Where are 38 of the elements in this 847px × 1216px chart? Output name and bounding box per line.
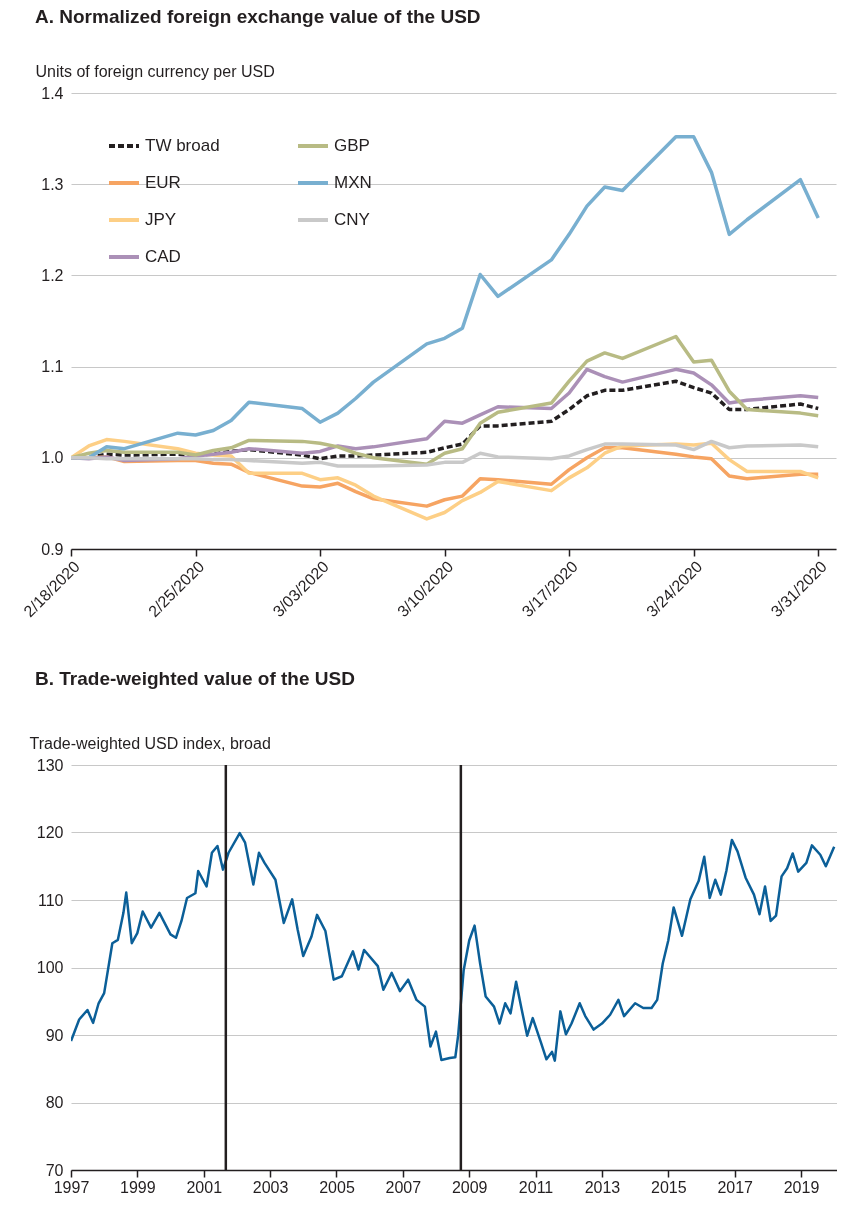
y-tick-label: 100	[36, 959, 64, 976]
x-tick-label: 2011	[518, 1178, 554, 1196]
y-tick-label: 110	[37, 891, 64, 909]
legend-label: EUR	[145, 173, 181, 192]
x-tick-label: 2013	[584, 1178, 621, 1196]
y-tick-label: 90	[45, 1026, 64, 1044]
x-tick-label: 2007	[385, 1178, 422, 1196]
y-tick-label: 70	[45, 1161, 64, 1179]
y-axis-title: Trade-weighted USD index, broad	[29, 734, 271, 752]
legend-label: CNY	[334, 210, 370, 229]
y-axis-title: Units of foreign currency per USD	[35, 62, 275, 80]
x-tick-label: 2015	[650, 1178, 687, 1196]
y-tick-label: 1.0	[41, 449, 64, 467]
y-tick-label: 1.2	[41, 266, 64, 284]
chart-title: A. Normalized foreign exchange value of the USD	[35, 6, 481, 27]
legend-label: JPY	[145, 210, 177, 229]
legend-label: GBP	[334, 136, 370, 155]
line-series	[71, 334, 820, 466]
x-tick-label: 2017	[717, 1178, 754, 1196]
x-tick-label: 2003	[252, 1178, 289, 1196]
y-tick-label: 80	[45, 1094, 64, 1111]
x-tick-label: 1999	[120, 1178, 156, 1196]
y-tick-label: 120	[36, 824, 64, 841]
x-tick-label: 2019	[783, 1178, 820, 1196]
x-tick-label: 2005	[319, 1178, 355, 1196]
x-tick-label: 2001	[186, 1178, 223, 1196]
legend-label: TW broad	[145, 136, 220, 155]
y-tick-label: 1.3	[41, 175, 64, 193]
chart-title: B. Trade-weighted value of the USD	[35, 668, 355, 689]
legend-label: CAD	[145, 247, 181, 266]
y-tick-label: 130	[36, 756, 64, 774]
y-tick-label: 1.1	[41, 358, 64, 376]
legend-label: MXN	[334, 173, 372, 192]
y-tick-label: 0.9	[41, 540, 64, 558]
x-tick-label: 2009	[451, 1178, 488, 1196]
y-tick-label: 1.4	[41, 84, 64, 102]
line-series	[71, 831, 836, 1062]
x-tick-label: 1997	[53, 1178, 90, 1196]
